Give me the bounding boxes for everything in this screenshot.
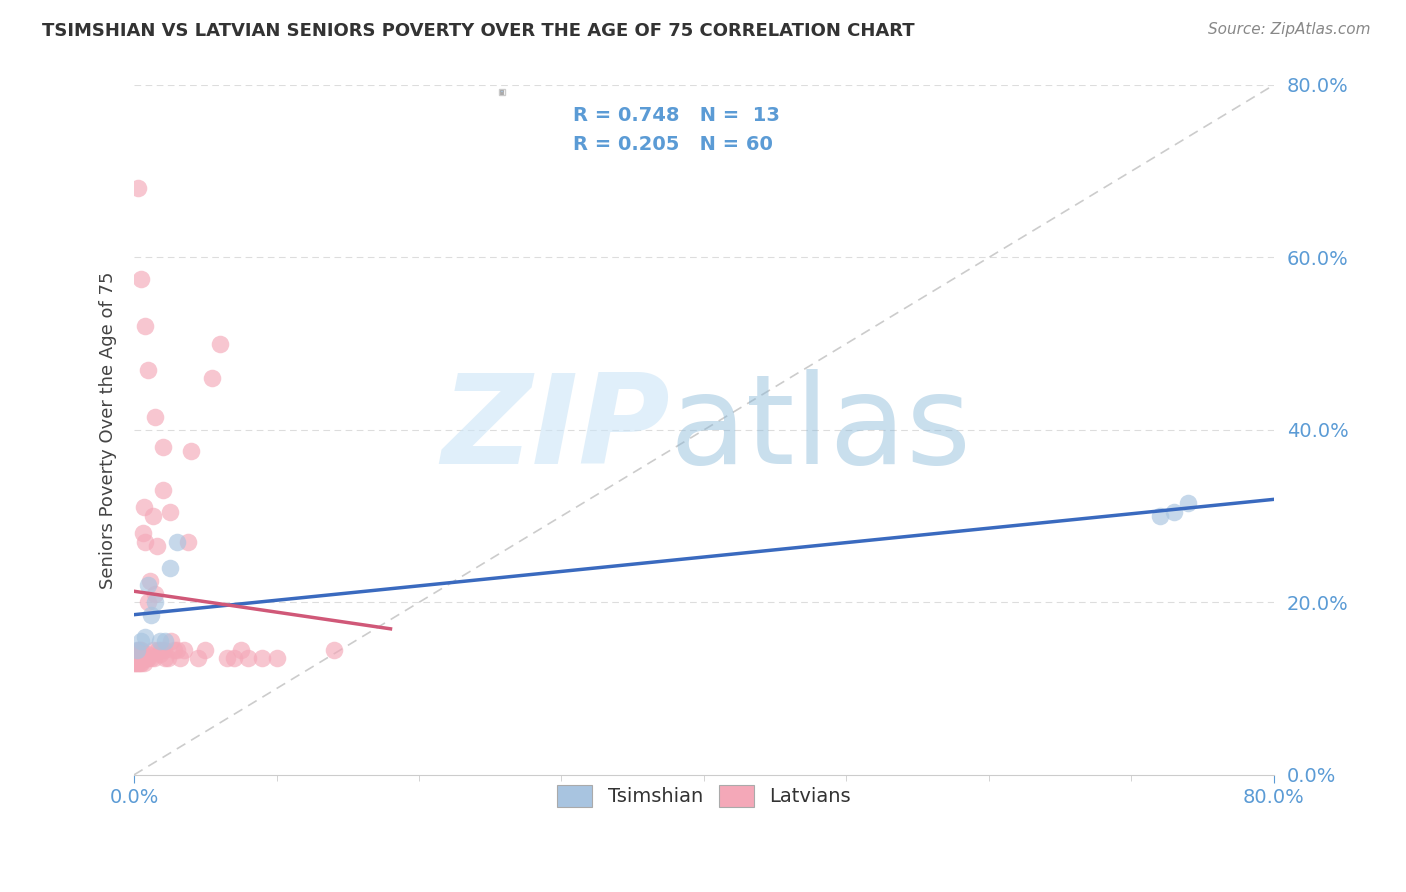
Point [129,656,152,670]
Text: TSIMSHIAN VS LATVIAN SENIORS POVERTY OVER THE AGE OF 75 CORRELATION CHART: TSIMSHIAN VS LATVIAN SENIORS POVERTY OVE… [42,22,915,40]
Point [136,362,159,376]
Point [194,642,217,657]
Point [127,656,149,670]
Point [129,642,152,657]
Point [160,634,183,648]
Point [125,651,148,665]
Point [322,642,344,657]
Point [1177,496,1199,510]
Point [136,651,159,665]
Point [131,526,153,541]
Point [139,651,162,665]
Point [149,647,172,661]
Point [129,634,152,648]
Text: ZIP: ZIP [441,369,669,491]
Point [166,642,188,657]
Point [127,651,149,665]
Text: atlas: atlas [669,369,972,491]
Point [208,336,231,351]
Point [134,630,156,644]
Point [150,642,173,657]
Point [141,509,163,524]
Point [180,444,202,458]
Point [125,642,148,657]
Point [215,651,238,665]
Point [145,587,167,601]
Point [145,409,167,424]
Point [127,642,149,657]
Point [132,500,155,515]
Point [169,651,191,665]
Point [1163,505,1185,519]
Point [124,651,146,665]
Point [128,656,150,670]
Text: R = 0.748   N =  13: R = 0.748 N = 13 [572,105,780,125]
Point [236,651,259,665]
Point [252,651,274,665]
Point [173,642,195,657]
Point [122,651,145,665]
Point [136,595,159,609]
Point [266,651,288,665]
Point [134,651,156,665]
Y-axis label: Seniors Poverty Over the Age of 75: Seniors Poverty Over the Age of 75 [100,271,117,589]
Point [187,651,209,665]
Point [143,651,166,665]
Point [229,642,252,657]
Point [166,535,188,549]
Point [134,319,156,334]
Point [128,642,150,657]
Legend: Tsimshian, Latvians: Tsimshian, Latvians [550,777,859,814]
Point [155,634,177,648]
Point [155,651,177,665]
Point [134,535,156,549]
Point [201,371,224,385]
Point [139,608,162,623]
Point [148,642,170,657]
Point [1149,509,1171,524]
Point [157,651,180,665]
Point [146,539,169,553]
Point [124,656,146,670]
Point [145,595,167,609]
Point [222,651,245,665]
Point [129,272,152,286]
Point [127,181,149,195]
Point [128,651,150,665]
Text: Source: ZipAtlas.com: Source: ZipAtlas.com [1208,22,1371,37]
Point [129,647,152,661]
Point [135,647,157,661]
Point [122,656,145,670]
Point [149,634,172,648]
Point [138,574,160,588]
Point [177,535,200,549]
Point [152,483,174,498]
Point [135,651,157,665]
Point [132,656,155,670]
Point [152,440,174,454]
Point [159,561,181,575]
Point [131,651,153,665]
Point [129,651,152,665]
Point [141,642,163,657]
Point [163,642,186,657]
Point [159,505,181,519]
Point [136,578,159,592]
Point [125,647,148,661]
Text: R = 0.205   N = 60: R = 0.205 N = 60 [572,135,773,153]
Point [125,656,148,670]
Point [153,642,176,657]
